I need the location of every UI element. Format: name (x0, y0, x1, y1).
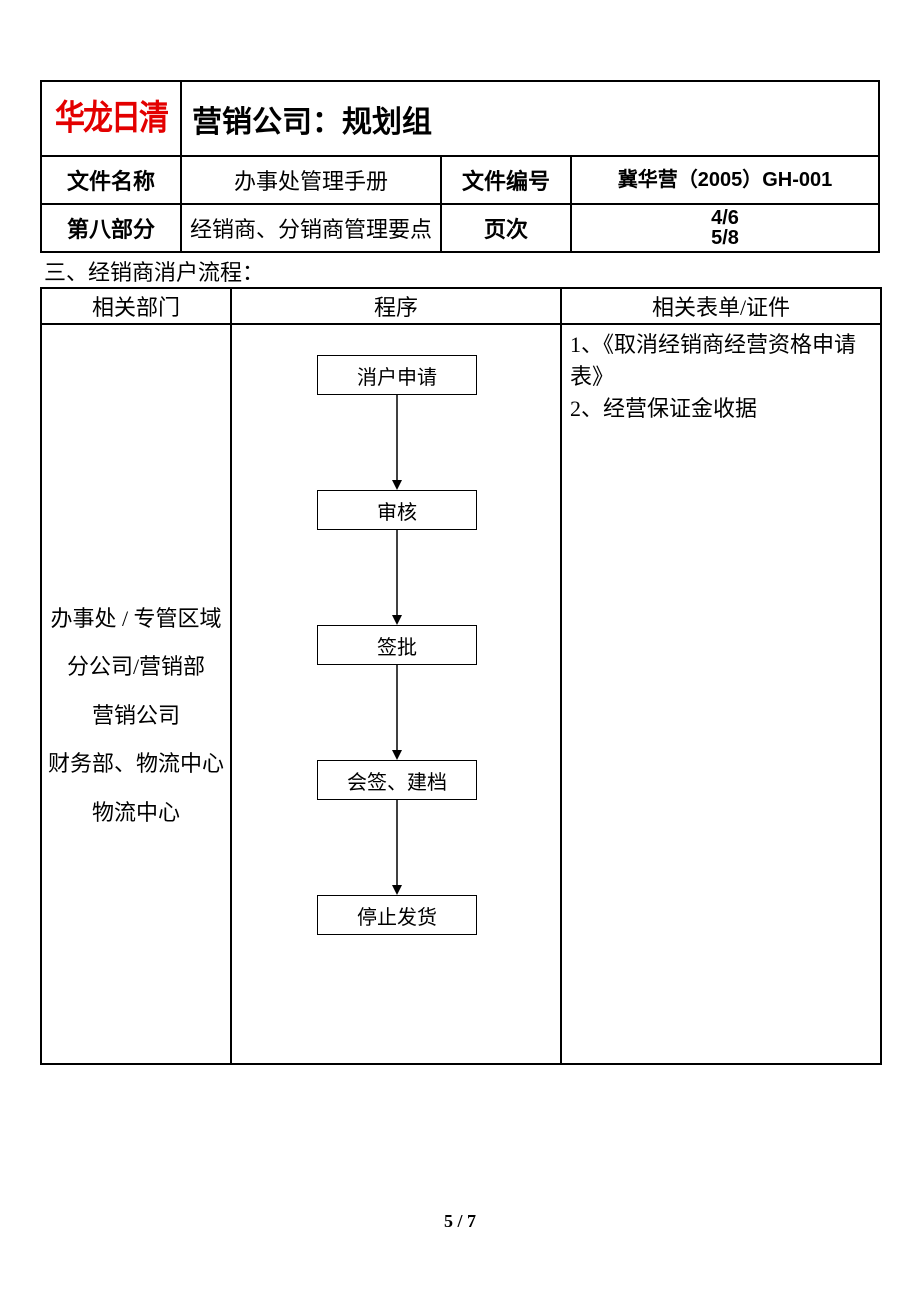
page: 华龙日清 营销公司：规划组 文件名称 办事处管理手册 文件编号 冀华营（2005… (0, 0, 920, 1302)
hdr-doc-name-val: 办事处管理手册 (181, 156, 441, 204)
logo-text: 华龙日清 (42, 101, 180, 136)
header-table: 华龙日清 营销公司：规划组 文件名称 办事处管理手册 文件编号 冀华营（2005… (40, 80, 880, 253)
flowchart-cell: 消户申请审核签批会签、建档停止发货 (231, 324, 561, 1064)
flowchart-arrows (232, 325, 562, 1065)
col-header-dept: 相关部门 (41, 288, 231, 324)
col-header-form: 相关表单/证件 (561, 288, 881, 324)
logo-cell: 华龙日清 (41, 81, 181, 156)
form-line: 2、经营保证金收据 (570, 393, 872, 425)
hdr-page-label: 页次 (441, 204, 571, 252)
hdr-doc-name-label: 文件名称 (41, 156, 181, 204)
flow-node: 会签、建档 (317, 760, 477, 800)
dept-cell: 办事处 / 专管区域 分公司/营销部 营销公司 财务部、物流中心 物流中心 (41, 324, 231, 1064)
hdr-doc-no-val: 冀华营（2005）GH-001 (571, 156, 879, 204)
doc-title: 营销公司：规划组 (181, 81, 879, 156)
section-title: 三、经销商消户流程： (40, 253, 880, 287)
content-table: 相关部门 程序 相关表单/证件 办事处 / 专管区域 分公司/营销部 营销公司 … (40, 287, 882, 1065)
col-header-proc: 程序 (231, 288, 561, 324)
flow-node: 停止发货 (317, 895, 477, 935)
hdr-part-label: 第八部分 (41, 204, 181, 252)
hdr-page-val: 4/6 5/8 (571, 204, 879, 252)
hdr-page-val-a: 4/6 (711, 207, 739, 229)
flow-node: 消户申请 (317, 355, 477, 395)
flow-node: 审核 (317, 490, 477, 530)
dept-line: 分公司/营销部 (43, 643, 229, 691)
dept-line: 财务部、物流中心 (43, 740, 229, 788)
page-number: 5 / 7 (0, 1211, 920, 1232)
forms-cell: 1、《取消经销商经营资格申请表》 2、经营保证金收据 (561, 324, 881, 1064)
hdr-page-val-b: 5/8 (711, 227, 739, 249)
flow-node: 签批 (317, 625, 477, 665)
dept-line: 办事处 / 专管区域 (43, 595, 229, 643)
hdr-doc-no-label: 文件编号 (441, 156, 571, 204)
form-line: 1、《取消经销商经营资格申请表》 (570, 329, 872, 393)
dept-line: 营销公司 (43, 692, 229, 740)
hdr-part-val: 经销商、分销商管理要点 (181, 204, 441, 252)
dept-line: 物流中心 (43, 789, 229, 837)
